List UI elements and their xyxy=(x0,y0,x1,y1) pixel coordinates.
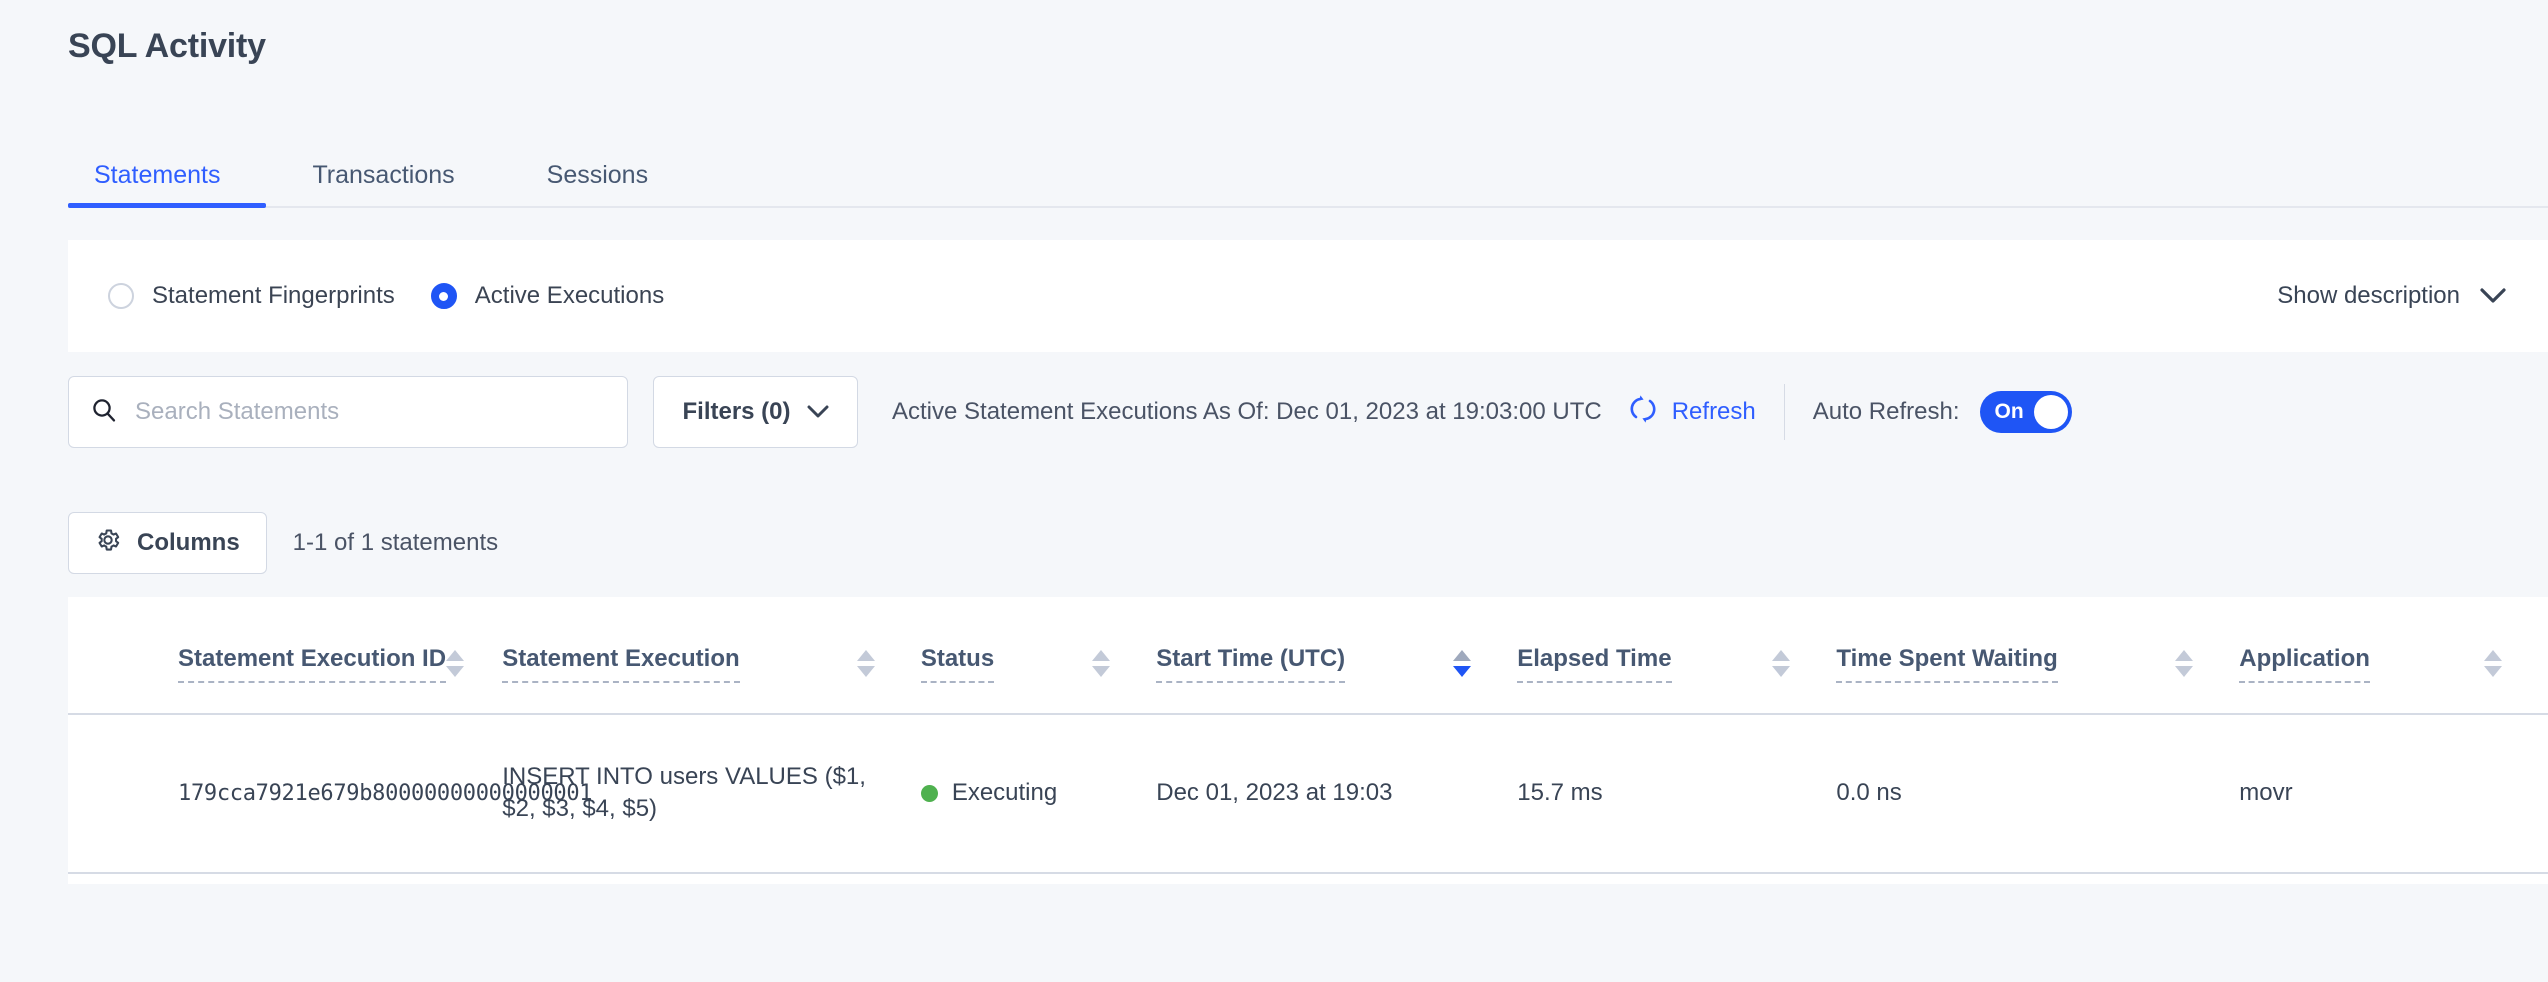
sort-descending-icon xyxy=(2175,666,2194,677)
show-description-toggle[interactable]: Show description xyxy=(2277,282,2506,310)
cell-elapsed-time: 15.7 ms xyxy=(1517,714,1837,874)
tab-strip: Statements Transactions Sessions xyxy=(68,163,694,208)
execution-id-link[interactable]: 179cca7921e679b80000000000000001 xyxy=(178,780,593,806)
sort-descending-icon xyxy=(2484,666,2502,677)
tab-sessions[interactable]: Sessions xyxy=(546,161,649,189)
sort-ascending-icon xyxy=(856,650,875,661)
filters-button-label: Filters (0) xyxy=(682,398,791,425)
column-header-application[interactable]: Application xyxy=(2239,597,2548,715)
statements-table: Statement Execution ID Statement Executi… xyxy=(68,597,2548,874)
column-header-statement-execution-id[interactable]: Statement Execution ID xyxy=(68,597,503,715)
sort-ascending-icon xyxy=(2484,650,2502,661)
columns-button[interactable]: Columns xyxy=(68,512,267,574)
sort-toggle-time-spent-waiting[interactable] xyxy=(2175,650,2194,683)
sort-descending-icon xyxy=(1453,666,1472,677)
toggle-knob xyxy=(2033,395,2068,429)
radio-checked-icon xyxy=(430,283,457,309)
sort-toggle-statement-execution[interactable] xyxy=(856,650,875,683)
sort-ascending-icon xyxy=(446,650,465,661)
cell-application: movr xyxy=(2239,714,2548,874)
chevron-down-icon xyxy=(807,398,829,426)
cell-statement-execution-id[interactable]: 179cca7921e679b80000000000000001 xyxy=(68,714,593,874)
column-header-label: Statement Execution xyxy=(502,645,740,683)
sort-descending-icon xyxy=(1092,666,1111,677)
table-head: Statement Execution ID Statement Executi… xyxy=(68,597,2548,715)
radio-unchecked-icon xyxy=(108,283,134,309)
refresh-icon xyxy=(1628,393,1658,432)
sort-ascending-icon xyxy=(1453,650,1472,661)
table-row[interactable]: 179cca7921e679b80000000000000001 INSERT … xyxy=(68,714,2548,874)
column-header-label: Status xyxy=(920,645,995,683)
search-input[interactable] xyxy=(135,398,605,426)
column-header-time-spent-waiting[interactable]: Time Spent Waiting xyxy=(1836,597,2240,715)
columns-button-label: Columns xyxy=(137,529,240,556)
tab-bar: Statements Transactions Sessions xyxy=(0,128,2548,208)
statements-table-card: Statement Execution ID Statement Executi… xyxy=(68,597,2548,884)
radio-active-executions-label: Active Executions xyxy=(474,282,665,309)
show-description-label: Show description xyxy=(2277,282,2460,309)
view-mode-radio-group: Statement Fingerprints Active Executions xyxy=(108,282,664,310)
application-value: movr xyxy=(2239,779,2293,807)
column-header-label: Time Spent Waiting xyxy=(1836,645,2058,683)
start-time-value: Dec 01, 2023 at 19:03 xyxy=(1156,779,1393,807)
column-header-label: Application xyxy=(2239,645,2370,683)
result-count: 1-1 of 1 statements xyxy=(292,529,499,556)
cell-time-spent-waiting: 0.0 ns xyxy=(1836,714,2240,874)
auto-refresh-toggle[interactable]: On xyxy=(1979,391,2072,433)
statement-text: INSERT INTO users VALUES ($1, $2, $3, $4… xyxy=(502,763,866,823)
table-header-row: Statement Execution ID Statement Executi… xyxy=(68,597,2548,715)
column-header-label: Statement Execution ID xyxy=(178,645,447,683)
column-header-label: Start Time (UTC) xyxy=(1156,645,1346,683)
search-box[interactable] xyxy=(68,376,628,448)
column-header-statement-execution[interactable]: Statement Execution xyxy=(502,597,921,715)
as-of-text: Active Statement Executions As Of: Dec 0… xyxy=(892,398,1602,425)
cell-status: Executing xyxy=(920,714,1157,874)
radio-statement-fingerprints-label: Statement Fingerprints xyxy=(152,282,395,309)
column-header-elapsed-time[interactable]: Elapsed Time xyxy=(1517,597,1837,715)
status-badge: Executing xyxy=(920,779,1156,807)
sort-toggle-statement-execution-id[interactable] xyxy=(446,650,465,683)
page-title: SQL Activity xyxy=(68,27,266,65)
chevron-down-icon xyxy=(2480,288,2506,304)
elapsed-time-value: 15.7 ms xyxy=(1517,779,1603,807)
auto-refresh-control: Auto Refresh: On xyxy=(1813,391,2072,433)
time-spent-waiting-value: 0.0 ns xyxy=(1836,779,1902,807)
columns-row: Columns 1-1 of 1 statements xyxy=(68,512,498,574)
toolbar: Filters (0) Active Statement Executions … xyxy=(68,376,2072,448)
sort-toggle-application[interactable] xyxy=(2484,650,2502,683)
cell-start-time: Dec 01, 2023 at 19:03 xyxy=(1156,714,1518,874)
sort-ascending-icon xyxy=(2175,650,2194,661)
column-header-start-time[interactable]: Start Time (UTC) xyxy=(1156,597,1518,715)
sort-descending-icon xyxy=(446,666,465,677)
auto-refresh-state: On xyxy=(1994,400,2024,423)
table-body: 179cca7921e679b80000000000000001 INSERT … xyxy=(68,714,2548,874)
column-header-status[interactable]: Status xyxy=(920,597,1157,715)
sort-ascending-icon xyxy=(1772,650,1791,661)
tab-statements[interactable]: Statements xyxy=(68,163,267,208)
refresh-button[interactable]: Refresh xyxy=(1628,393,1756,432)
filters-button[interactable]: Filters (0) xyxy=(653,376,858,448)
sort-descending-icon xyxy=(856,666,875,677)
tab-transactions[interactable]: Transactions xyxy=(312,161,455,189)
sort-descending-icon xyxy=(1772,666,1791,677)
auto-refresh-label: Auto Refresh: xyxy=(1812,398,1960,425)
gear-icon xyxy=(95,527,121,560)
sort-toggle-elapsed-time[interactable] xyxy=(1772,650,1791,683)
status-label: Executing xyxy=(951,779,1058,807)
tab-bar-underline xyxy=(68,206,2548,208)
toolbar-divider xyxy=(1783,384,1785,440)
view-mode-card: Statement Fingerprints Active Executions… xyxy=(68,240,2548,352)
cell-statement-execution[interactable]: INSERT INTO users VALUES ($1, $2, $3, $4… xyxy=(502,714,921,874)
sort-toggle-start-time[interactable] xyxy=(1453,650,1472,683)
status-dot-icon xyxy=(920,784,938,802)
radio-active-executions[interactable]: Active Executions xyxy=(430,282,665,310)
sort-toggle-status[interactable] xyxy=(1092,650,1111,683)
sort-ascending-icon xyxy=(1092,650,1111,661)
radio-statement-fingerprints[interactable]: Statement Fingerprints xyxy=(108,282,395,310)
column-header-label: Elapsed Time xyxy=(1517,645,1672,683)
refresh-button-label: Refresh xyxy=(1671,398,1756,425)
search-icon xyxy=(91,397,117,428)
